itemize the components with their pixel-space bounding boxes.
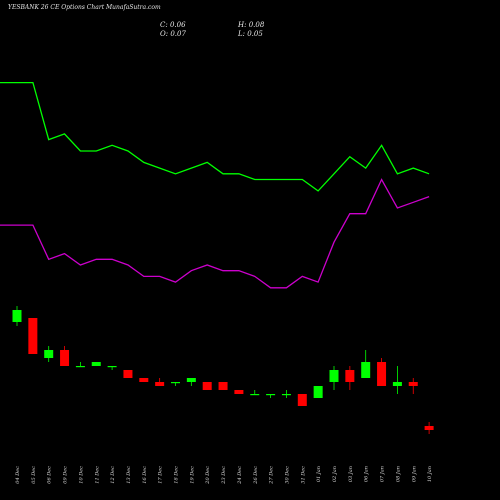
x-tick-label: 23 Dec [221, 466, 227, 485]
x-tick-label: 01 Jan [316, 466, 322, 482]
candle-body [107, 366, 117, 368]
upper-line-series [0, 81, 430, 192]
x-tick-label: 03 Jan [348, 466, 354, 482]
candle-20-dec [202, 382, 212, 390]
candle-09-jan [408, 378, 418, 394]
candle-body [297, 394, 307, 406]
candle-06-jan [361, 350, 371, 378]
candle-10-jan [424, 422, 434, 434]
x-tick-label: 09 Jan [411, 466, 417, 482]
x-tick-label: 08 Jan [395, 466, 401, 482]
x-tick-label: 13 Dec [126, 466, 132, 484]
x-tick-label: 30 Dec [284, 466, 290, 484]
candle-body [139, 378, 149, 382]
candle-10-dec [75, 362, 85, 368]
candle-body [234, 390, 244, 394]
candle-06-dec [44, 346, 54, 362]
x-tick-label: 17 Dec [158, 466, 164, 484]
x-tick-label: 11 Dec [94, 466, 100, 484]
candle-07-jan [377, 358, 387, 386]
x-tick-label: 02 Jan [332, 466, 338, 482]
candle-27-dec [266, 394, 276, 398]
x-tick-label: 10 Dec [78, 466, 84, 484]
candle-body [392, 382, 402, 386]
candle-body [60, 350, 70, 366]
candle-19-dec [186, 378, 196, 386]
candle-18-dec [171, 382, 180, 386]
candle-11-dec [91, 362, 101, 366]
candle-03-jan [345, 366, 355, 390]
candle-16-dec [139, 378, 149, 382]
candle-30-dec [281, 390, 291, 398]
candle-08-jan [392, 366, 402, 394]
candle-body [329, 370, 339, 382]
candle-05-dec [28, 318, 38, 354]
x-tick-label: 24 Dec [237, 466, 243, 485]
candle-body [12, 310, 22, 322]
x-tick-label: 19 Dec [189, 466, 195, 484]
x-tick-label: 26 Dec [253, 466, 259, 485]
candle-body [123, 370, 133, 378]
candle-04-dec [12, 306, 22, 326]
candle-01-jan [313, 386, 323, 398]
x-tick-label: 06 Jan [364, 466, 370, 482]
x-tick-label: 04 Dec [15, 466, 21, 484]
x-tick-label: 16 Dec [142, 466, 148, 484]
lower-line-series [0, 178, 430, 289]
candle-09-dec [60, 346, 70, 366]
x-tick-label: 18 Dec [174, 466, 180, 484]
high-readout: H: 0.08 [238, 21, 265, 29]
chart-title: YESBANK 26 CE Options Chart MunafaSutra.… [8, 4, 161, 11]
candle-02-jan [329, 366, 339, 390]
candle-body [28, 318, 38, 354]
candle-17-dec [155, 378, 165, 386]
open-readout: O: 0.07 [160, 30, 186, 38]
candle-body [218, 382, 228, 390]
candle-body [91, 362, 101, 366]
candle-body [424, 426, 434, 430]
candle-body [266, 394, 276, 396]
candle-body [202, 382, 212, 390]
x-tick-label: 10 Jan [427, 466, 433, 482]
x-tick-label: 05 Dec [31, 466, 37, 484]
close-readout: C: 0.06 [160, 21, 186, 29]
candle-body [313, 386, 323, 398]
candle-24-dec [234, 390, 244, 394]
candle-12-dec [107, 366, 117, 370]
candle-23-dec [218, 382, 228, 390]
candle-body [408, 382, 418, 386]
candle-body [44, 350, 54, 358]
x-tick-label: 27 Dec [269, 466, 275, 485]
x-tick-label: 06 Dec [47, 466, 53, 484]
candle-body [281, 394, 291, 396]
x-tick-label: 20 Dec [205, 466, 211, 485]
candle-body [377, 362, 387, 386]
candle-body [361, 362, 371, 378]
candle-body [171, 382, 180, 384]
candle-body [345, 370, 355, 382]
candle-body [250, 394, 260, 396]
x-tick-label: 09 Dec [63, 466, 69, 484]
candle-body [75, 366, 85, 368]
x-tick-label: 07 Jan [380, 466, 386, 482]
low-readout: L: 0.05 [238, 30, 263, 38]
x-tick-label: 31 Dec [300, 466, 306, 484]
candle-body [186, 378, 196, 382]
candle-body [155, 382, 165, 386]
candle-13-dec [123, 370, 133, 378]
candle-26-dec [250, 390, 260, 396]
x-tick-label: 12 Dec [110, 466, 116, 484]
candle-31-dec [297, 394, 307, 406]
